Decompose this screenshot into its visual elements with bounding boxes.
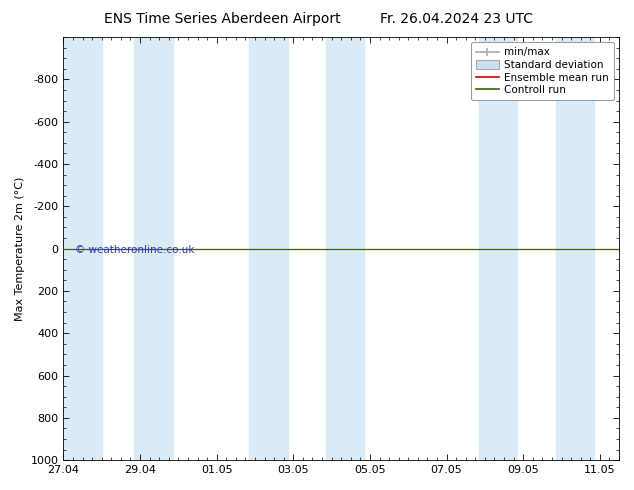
Bar [326, 37, 364, 460]
Text: © weatheronline.co.uk: © weatheronline.co.uk [75, 245, 194, 255]
Y-axis label: Max Temperature 2m (°C): Max Temperature 2m (°C) [15, 176, 25, 321]
Bar [249, 37, 288, 460]
Bar [63, 37, 101, 460]
Bar [556, 37, 594, 460]
Text: Fr. 26.04.2024 23 UTC: Fr. 26.04.2024 23 UTC [380, 12, 533, 26]
Text: ENS Time Series Aberdeen Airport: ENS Time Series Aberdeen Airport [103, 12, 340, 26]
Bar [134, 37, 172, 460]
Legend: min/max, Standard deviation, Ensemble mean run, Controll run: min/max, Standard deviation, Ensemble me… [470, 42, 614, 100]
Bar [479, 37, 517, 460]
